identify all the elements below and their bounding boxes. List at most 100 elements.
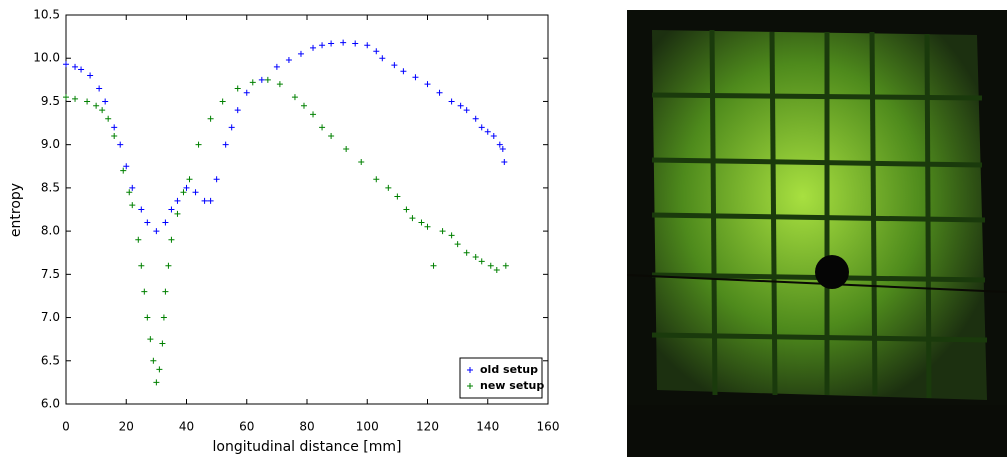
data-point: [126, 189, 133, 196]
data-point: [502, 262, 509, 269]
data-point: [153, 228, 160, 235]
data-point: [99, 107, 106, 114]
x-tick-label: 120: [416, 420, 439, 434]
data-point: [234, 85, 241, 92]
data-point: [478, 124, 485, 131]
data-point: [168, 206, 175, 213]
data-point: [159, 340, 166, 347]
data-point: [102, 98, 109, 105]
chart: longitudinal distance [mm] entropy 0 20 40…: [8, 8, 559, 456]
data-point: [364, 42, 371, 49]
data-point: [490, 133, 497, 140]
y-tick-label: 10.5: [33, 8, 60, 22]
data-point: [403, 206, 410, 213]
x-tick-label: 0: [62, 420, 70, 434]
data-point: [273, 63, 280, 70]
data-point: [180, 189, 187, 196]
data-point: [234, 107, 241, 114]
x-tick-label: 100: [356, 420, 379, 434]
data-point: [87, 72, 94, 79]
data-point: [385, 184, 392, 191]
data-point: [162, 288, 169, 295]
data-point: [150, 357, 157, 364]
data-point: [472, 254, 479, 261]
data-point: [373, 176, 380, 183]
data-point: [310, 111, 317, 118]
data-point: [457, 102, 464, 109]
data-point: [373, 48, 380, 55]
data-point: [285, 56, 292, 63]
data-point: [394, 193, 401, 200]
data-point: [487, 262, 494, 269]
y-tick-label: 8.0: [41, 224, 60, 238]
data-point: [96, 85, 103, 92]
data-point: [300, 102, 307, 109]
data-point: [493, 267, 500, 274]
x-tick-label: 20: [119, 420, 134, 434]
data-point: [496, 141, 503, 148]
data-point: [430, 262, 437, 269]
data-point: [156, 366, 163, 373]
legend-marker: [467, 383, 473, 389]
data-point: [123, 163, 130, 170]
data-point: [409, 215, 416, 222]
legend-marker: [467, 367, 473, 373]
data-point: [63, 94, 69, 101]
x-axis-label: longitudinal distance [mm]: [212, 439, 401, 455]
data-point: [160, 314, 167, 321]
data-point: [340, 39, 347, 46]
data-point: [207, 197, 214, 204]
data-point: [328, 40, 335, 47]
data-point: [258, 76, 265, 83]
data-point: [72, 63, 79, 70]
data-point: [105, 115, 112, 122]
data-point: [63, 61, 69, 68]
y-tick-label: 7.0: [41, 310, 60, 324]
x-tick-label: 60: [239, 420, 254, 434]
data-point: [436, 89, 443, 96]
data-point: [111, 124, 118, 131]
data-point: [291, 94, 298, 101]
y-axis-label: entropy: [8, 183, 24, 237]
data-point: [186, 176, 193, 183]
data-point: [499, 145, 506, 152]
data-point: [319, 124, 326, 131]
data-point: [192, 189, 199, 196]
data-point: [297, 50, 304, 57]
data-point: [195, 141, 202, 148]
data-point: [352, 40, 359, 47]
data-point: [222, 141, 229, 148]
data-point: [84, 98, 91, 105]
legend-box: [459, 357, 543, 399]
data-point: [78, 66, 85, 73]
data-point: [228, 124, 235, 131]
data-point: [111, 133, 118, 140]
data-point: [129, 202, 136, 209]
data-point: [418, 219, 425, 226]
x-tick-label: 80: [299, 420, 314, 434]
x-tick-label: 140: [476, 420, 499, 434]
data-point: [135, 236, 142, 243]
data-point: [448, 98, 455, 105]
data-point: [400, 68, 407, 75]
photo: [627, 10, 1007, 457]
data-point: [141, 288, 148, 295]
data-point: [264, 76, 271, 83]
data-point: [463, 107, 470, 114]
data-point: [310, 44, 317, 51]
data-point: [168, 236, 175, 243]
data-point: [174, 210, 181, 217]
data-point: [454, 241, 461, 248]
data-point: [213, 176, 220, 183]
data-point: [174, 197, 181, 204]
data-point: [358, 158, 365, 165]
data-point: [162, 219, 169, 226]
y-tick-label: 9.5: [41, 94, 60, 108]
data-point: [448, 232, 455, 239]
data-point: [379, 55, 386, 62]
data-point: [207, 115, 214, 122]
data-point: [72, 95, 79, 102]
data-point: [424, 81, 431, 88]
data-point: [129, 184, 136, 191]
y-tick-label: 6.5: [41, 353, 60, 367]
